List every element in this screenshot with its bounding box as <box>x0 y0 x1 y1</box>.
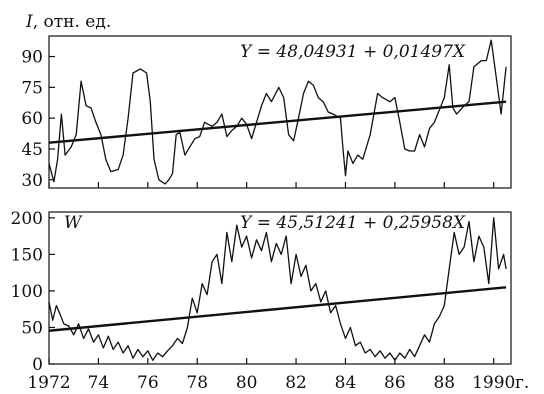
top-ylabel-unit: , отн. ед. <box>33 12 112 32</box>
y-tick-label: 60 <box>21 109 43 129</box>
bottom-panel: W Y = 45,51241 + 0,25958X 0 50 100 150 200 1… <box>11 209 530 393</box>
y-tick-label: 50 <box>21 318 43 338</box>
top-y-ticks: 30 45 60 75 90 <box>21 48 55 191</box>
x-tick-label: 74 <box>88 373 110 393</box>
y-tick-label: 100 <box>11 282 43 302</box>
x-tick-label: 76 <box>137 373 159 393</box>
bottom-trend-line <box>48 286 507 332</box>
bottom-y-ticks: 0 50 100 150 200 <box>11 209 55 375</box>
top-trend-line <box>48 100 507 144</box>
x-tick-label: 1990 <box>472 373 515 393</box>
bottom-series-line <box>48 217 507 361</box>
top-series-line <box>48 39 507 185</box>
top-panel: I, отн. ед. Y = 48,04931 + 0,01497X 30 45… <box>21 12 512 191</box>
y-tick-label: 30 <box>21 171 43 191</box>
bottom-x-ticks: 1972 74 76 78 80 82 84 86 88 1990 <box>27 358 515 393</box>
top-ylabel: I, отн. ед. <box>25 12 111 32</box>
y-tick-label: 90 <box>21 48 43 68</box>
x-tick-label: 78 <box>186 373 208 393</box>
bottom-equation: Y = 45,51241 + 0,25958X <box>240 213 466 233</box>
y-tick-label: 150 <box>11 245 43 265</box>
bottom-ylabel: W <box>64 213 83 233</box>
top-ylabel-var: I <box>25 12 33 32</box>
x-tick-label: 84 <box>335 373 357 393</box>
top-equation: Y = 48,04931 + 0,01497X <box>240 42 466 62</box>
x-unit-label: г. <box>515 373 529 393</box>
bottom-plot-frame <box>48 211 512 365</box>
top-plot-frame <box>48 35 512 189</box>
y-tick-label: 0 <box>32 355 43 375</box>
y-tick-label: 45 <box>21 140 43 160</box>
x-tick-label: 1972 <box>27 373 70 393</box>
x-tick-label: 86 <box>384 373 406 393</box>
top-x-ticks <box>48 182 495 188</box>
x-tick-label: 82 <box>285 373 307 393</box>
y-tick-label: 200 <box>11 209 43 229</box>
x-tick-label: 80 <box>236 373 258 393</box>
y-tick-label: 75 <box>21 78 43 98</box>
x-tick-label: 88 <box>433 373 455 393</box>
